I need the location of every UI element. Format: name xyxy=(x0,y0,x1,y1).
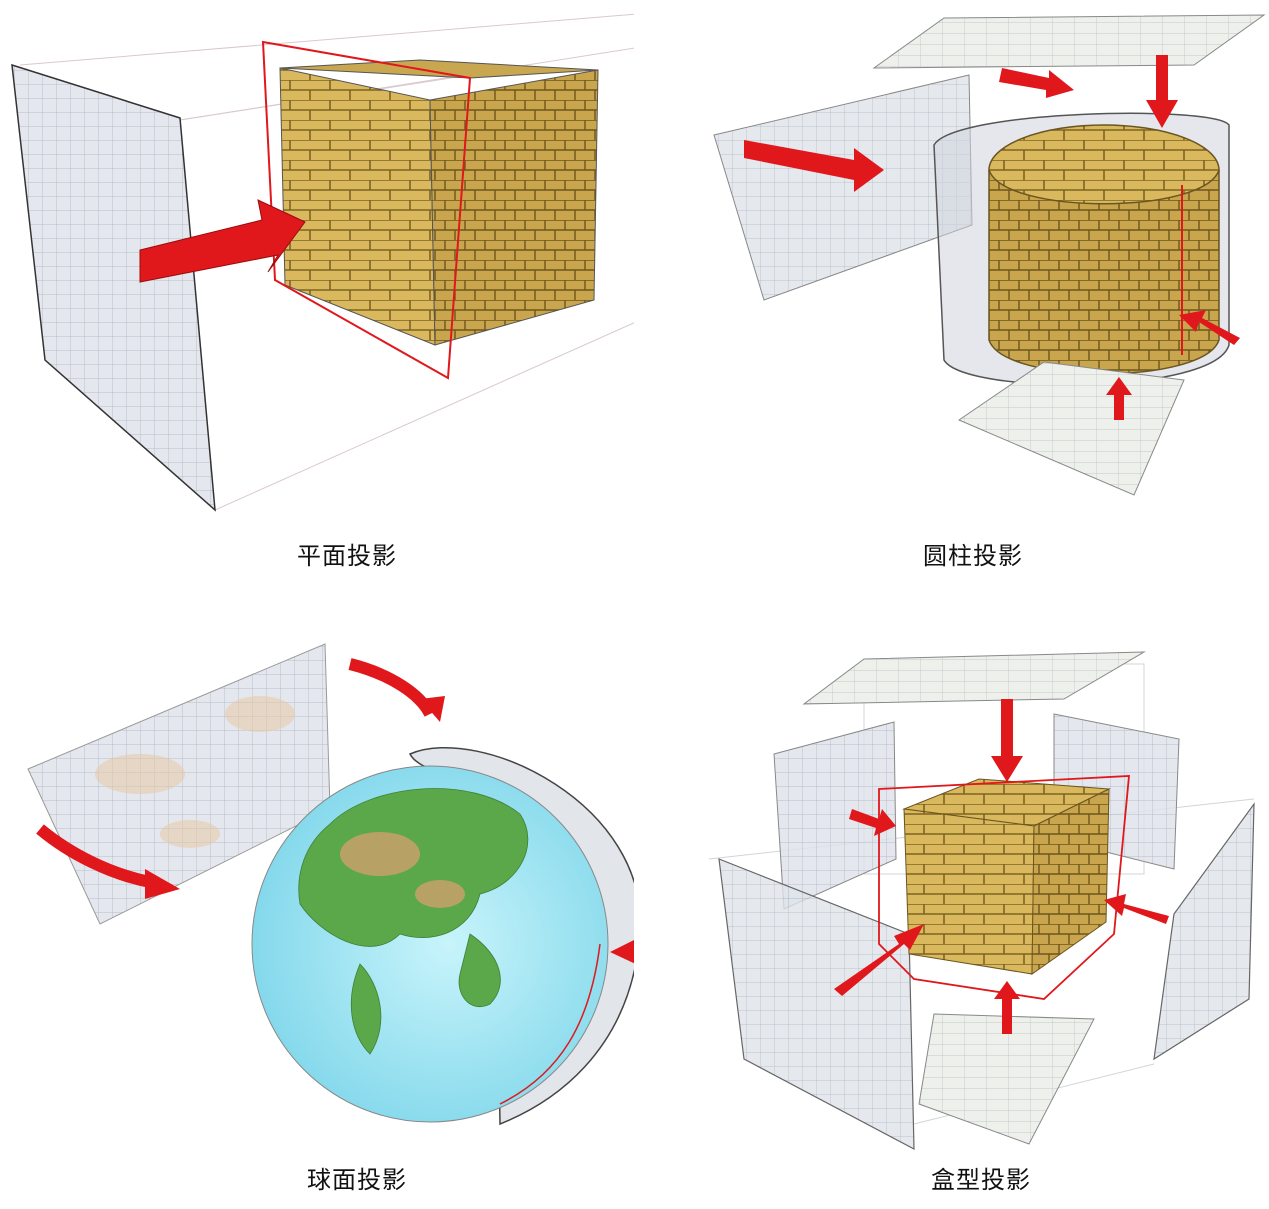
box-front-left-plane xyxy=(718,858,915,1151)
brick-cube-top xyxy=(279,59,599,79)
panel-box: 盒型投影 xyxy=(634,604,1268,1208)
caption-planar: 平面投影 xyxy=(297,542,397,570)
box-cube-side xyxy=(1031,788,1110,975)
arrow-top xyxy=(1146,55,1178,128)
bottom-plane xyxy=(957,361,1185,496)
globe-land xyxy=(298,788,529,1055)
box-left-plane xyxy=(773,721,897,910)
top-plane xyxy=(872,14,1266,69)
box-bottom-plane xyxy=(918,1013,1095,1145)
caption-spherical: 球面投影 xyxy=(307,1166,407,1194)
arrow-left xyxy=(744,140,884,192)
cylindrical-projection-illustration xyxy=(713,14,1266,496)
brick-cube-front xyxy=(279,67,436,346)
planar-projection-illustration xyxy=(11,13,634,512)
box-right-plane xyxy=(1153,802,1255,1061)
caption-cylindrical: 圆柱投影 xyxy=(923,542,1023,570)
brick-cube-side xyxy=(429,69,599,346)
panel-cylindrical: 圆柱投影 xyxy=(634,0,1268,604)
spherical-projection-illustration xyxy=(27,643,634,1126)
projection-arrow xyxy=(139,199,306,283)
box-projection-illustration xyxy=(708,651,1255,1151)
arrow-bottom xyxy=(1106,377,1132,420)
arrow-top-left xyxy=(999,68,1074,98)
projection-frame xyxy=(261,40,472,380)
arrow-right xyxy=(1179,310,1240,345)
projection-plane xyxy=(11,63,216,512)
box-cube-front xyxy=(903,808,1035,975)
panel-planar: 平面投影 xyxy=(0,0,634,604)
box-top-plane xyxy=(802,651,1146,705)
arrow-right-globe xyxy=(610,940,634,964)
box-frame xyxy=(878,775,1130,1000)
left-plane xyxy=(713,74,973,301)
caption-box: 盒型投影 xyxy=(931,1166,1031,1194)
panel-spherical: 球面投影 xyxy=(0,604,634,1208)
